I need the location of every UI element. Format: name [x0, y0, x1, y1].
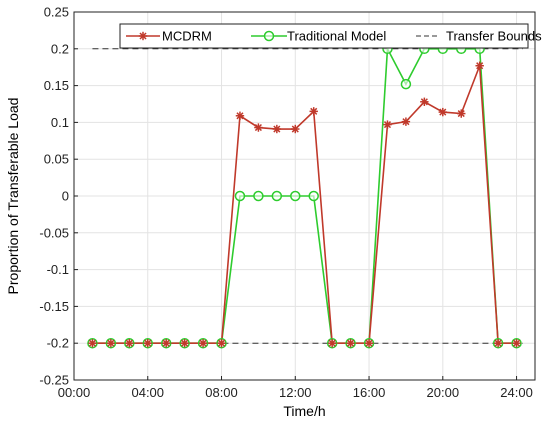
- point-mcdrm: [512, 339, 521, 348]
- point-mcdrm: [254, 123, 263, 132]
- point-mcdrm: [438, 107, 447, 117]
- y-tick-label: -0.15: [39, 299, 69, 314]
- point-mcdrm: [420, 97, 429, 106]
- x-tick-label: 16:00: [353, 385, 386, 400]
- y-tick-label: 0: [62, 189, 69, 204]
- y-tick-label: 0.15: [44, 78, 69, 93]
- point-mcdrm: [106, 339, 116, 348]
- point-mcdrm: [309, 107, 318, 116]
- legend-label-transfer-bounds: Transfer Bounds: [446, 29, 542, 44]
- x-tick-label: 04:00: [131, 385, 164, 400]
- point-mcdrm: [125, 339, 134, 348]
- x-axis-ticks: 00:00 04:00 08:00 12:00 16:00 20:00 24:00: [58, 376, 533, 400]
- point-mcdrm: [327, 339, 337, 348]
- point-mcdrm: [493, 339, 503, 348]
- legend-asterisk: [138, 31, 148, 41]
- y-tick-label: -0.05: [39, 225, 69, 240]
- x-tick-label: 24:00: [500, 385, 533, 400]
- series-layer: [87, 43, 522, 349]
- legend-marker-traditional-model: [263, 30, 275, 42]
- y-axis-ticks: -0.25 -0.2 -0.15 -0.1 -0.05 0 0.05 0.1 0.15 0.2 0.…: [39, 5, 78, 388]
- legend-circle: [263, 30, 275, 42]
- point-mcdrm: [291, 124, 300, 134]
- point-mcdrm: [364, 339, 374, 348]
- point-mcdrm: [272, 124, 282, 134]
- point-mcdrm: [457, 109, 466, 118]
- y-tick-label: -0.25: [39, 373, 69, 388]
- point-mcdrm: [88, 339, 97, 348]
- point-mcdrm: [475, 61, 484, 70]
- point-traditional-model: [400, 78, 412, 90]
- point-mcdrm: [198, 339, 208, 348]
- legend-marker-mcdrm: [138, 31, 148, 41]
- legend-label-traditional-model: Traditional Model: [287, 29, 386, 44]
- point-mcdrm: [346, 339, 355, 348]
- legend: MCDRM Traditional Model Transfer Bounds: [119, 23, 542, 49]
- point-traditional-model: [234, 190, 246, 202]
- point-mcdrm: [383, 120, 392, 129]
- point-mcdrm: [401, 117, 411, 126]
- y-tick-label: 0.05: [44, 152, 69, 167]
- y-tick-label: -0.1: [47, 262, 69, 277]
- x-tick-label: 08:00: [205, 385, 238, 400]
- x-axis-label: Time/h: [283, 403, 325, 419]
- point-mcdrm: [143, 339, 152, 348]
- point-mcdrm: [235, 111, 245, 120]
- legend-box: [119, 23, 529, 49]
- y-tick-label: 0.2: [51, 41, 69, 56]
- y-tick-label: 0.1: [51, 115, 69, 130]
- point-traditional-model: [308, 190, 319, 202]
- x-tick-label: 20:00: [427, 385, 460, 400]
- y-tick-label: -0.2: [47, 336, 69, 351]
- x-tick-label: 00:00: [58, 385, 91, 400]
- y-tick-label: 0.25: [44, 5, 69, 20]
- legend-label-mcdrm: MCDRM: [162, 29, 212, 44]
- point-mcdrm: [162, 339, 171, 348]
- point-traditional-model: [253, 190, 264, 202]
- point-traditional-model: [290, 190, 301, 202]
- x-tick-label: 12:00: [279, 385, 312, 400]
- point-mcdrm: [180, 339, 189, 348]
- point-mcdrm: [217, 339, 226, 348]
- y-axis-label: Proportion of Transferable Load: [5, 98, 21, 295]
- point-traditional-model: [271, 190, 283, 202]
